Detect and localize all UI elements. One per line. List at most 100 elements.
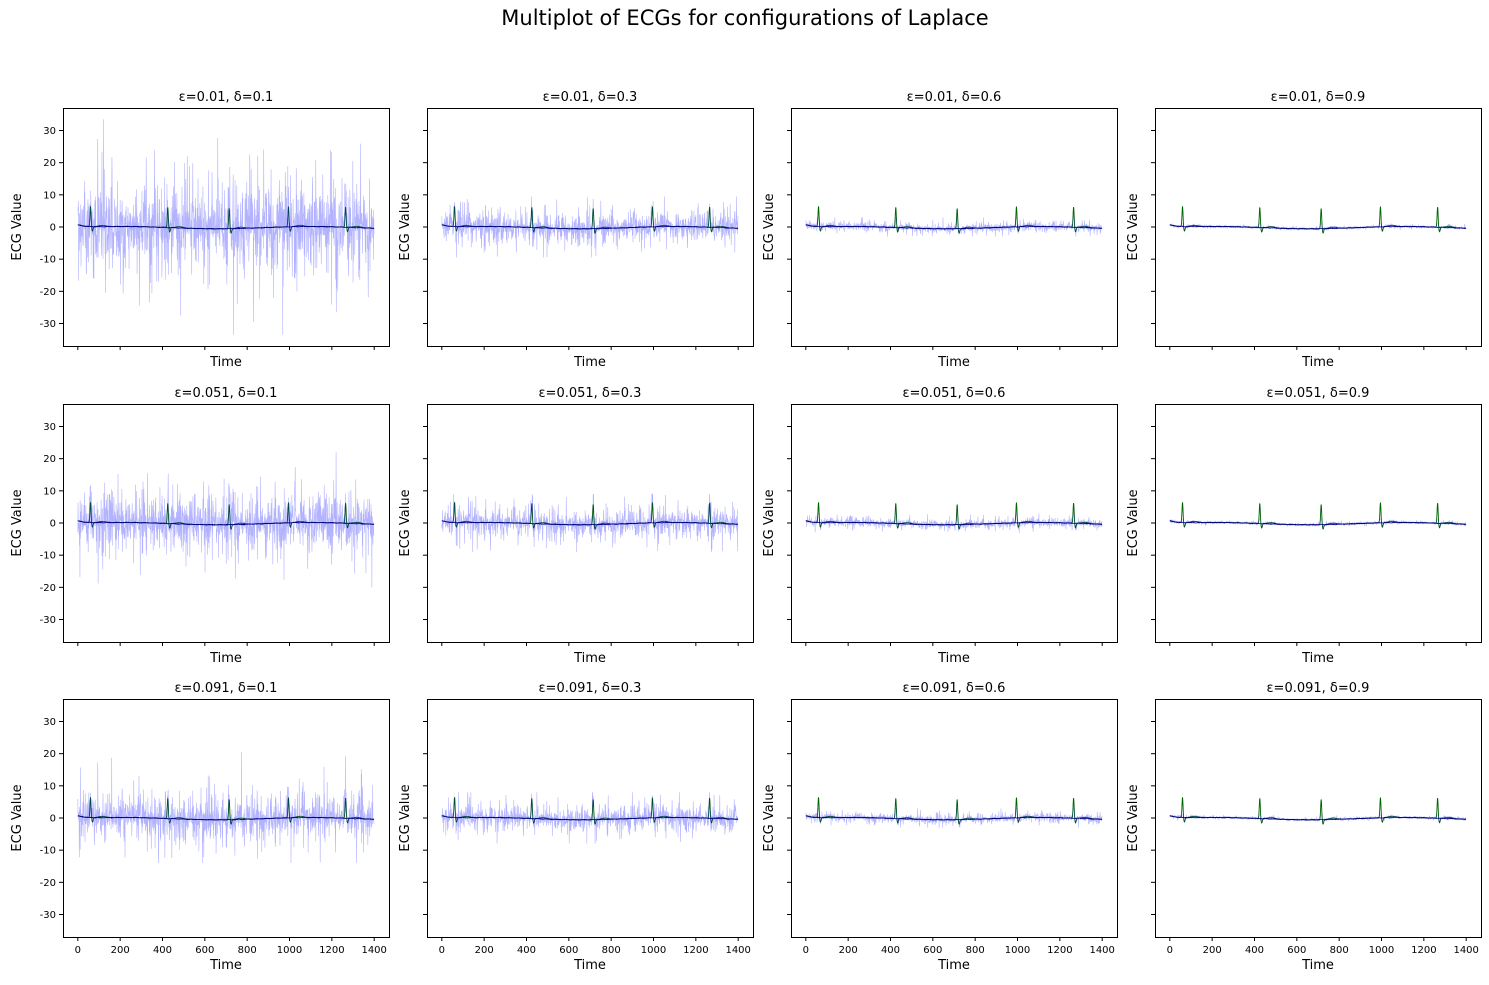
- x-axis-label: Time: [209, 355, 242, 370]
- x-tick-label: 600: [559, 945, 578, 956]
- axes-frame: [1155, 404, 1482, 643]
- y-tick-label: 10: [43, 190, 56, 201]
- subplot: ε=0.01, δ=0.9 Time ECG Value: [1126, 90, 1482, 370]
- series-denoised-ecg: [1169, 815, 1467, 821]
- y-tick-label: 0: [50, 223, 56, 234]
- y-axis-label: ECG Value: [10, 489, 25, 556]
- plot-area: [441, 792, 739, 844]
- x-tick-label: 1000: [1369, 945, 1394, 956]
- x-tick-label: 1200: [1047, 945, 1072, 956]
- y-tick-label: -10: [40, 255, 56, 266]
- x-tick-label: 200: [839, 945, 858, 956]
- subplot-title: ε=0.01, δ=0.9: [1271, 90, 1366, 105]
- x-axis-label: Time: [1301, 958, 1334, 973]
- x-tick-label: 1000: [1005, 945, 1030, 956]
- series-denoised-ecg: [77, 224, 375, 230]
- y-tick-label: -10: [40, 846, 56, 857]
- subplot: ε=0.091, δ=0.3 0 200 400 600 800 1000 1200 1400 T…: [398, 681, 754, 973]
- subplot: ε=0.091, δ=0.1 30 20 10 0 -10 -20 -30 0 200 400 600…: [10, 681, 390, 973]
- x-tick-label: 800: [602, 945, 621, 956]
- plot-area: [1169, 797, 1467, 825]
- subplot-title: ε=0.01, δ=0.6: [907, 90, 1002, 105]
- subplot-title: ε=0.051, δ=0.3: [539, 386, 642, 401]
- subplot-title: ε=0.091, δ=0.3: [539, 681, 642, 696]
- y-tick-label: 10: [43, 486, 56, 497]
- subplot: ε=0.01, δ=0.3 Time ECG Value: [398, 90, 754, 370]
- y-tick-label: -10: [40, 551, 56, 562]
- series-denoised-ecg: [805, 520, 1103, 526]
- subplot: ε=0.091, δ=0.9 0 200 400 600 800 1000 1200 1400 T…: [1126, 681, 1482, 973]
- x-tick-label: 0: [439, 945, 445, 956]
- x-tick-label: 200: [1203, 945, 1222, 956]
- y-tick-label: 30: [43, 126, 56, 137]
- x-tick-label: 1400: [725, 945, 750, 956]
- y-axis-label: ECG Value: [398, 193, 413, 260]
- y-axis-label: ECG Value: [762, 784, 777, 851]
- x-tick-label: 400: [1245, 945, 1264, 956]
- x-tick-label: 0: [75, 945, 81, 956]
- x-axis-label: Time: [573, 958, 606, 973]
- y-axis-label: ECG Value: [1126, 784, 1141, 851]
- y-tick-label: -30: [40, 319, 56, 330]
- series-denoised-ecg: [441, 520, 739, 526]
- plot-area: [1169, 206, 1467, 234]
- y-tick-label: -20: [40, 287, 56, 298]
- x-tick-label: 1400: [361, 945, 386, 956]
- plot-area: [441, 196, 739, 258]
- x-tick-label: 1200: [683, 945, 708, 956]
- series-noisy-ecg: [77, 752, 375, 864]
- y-axis-label: ECG Value: [762, 489, 777, 556]
- axes-frame: [791, 699, 1118, 938]
- series-denoised-ecg: [77, 815, 375, 821]
- y-tick-label: 30: [43, 717, 56, 728]
- y-axis-label: ECG Value: [398, 489, 413, 556]
- x-tick-label: 200: [111, 945, 130, 956]
- x-tick-label: 400: [881, 945, 900, 956]
- y-axis-label: ECG Value: [10, 784, 25, 851]
- axes-frame: [791, 404, 1118, 643]
- x-axis-label: Time: [1301, 651, 1334, 666]
- subplot-title: ε=0.091, δ=0.9: [1267, 681, 1370, 696]
- subplot: ε=0.01, δ=0.6 Time ECG Value: [762, 90, 1118, 370]
- x-tick-label: 1200: [319, 945, 344, 956]
- y-tick-label: 20: [43, 454, 56, 465]
- axes-frame: [63, 699, 390, 938]
- plot-area: [77, 119, 375, 335]
- y-tick-label: 10: [43, 781, 56, 792]
- plot-area: [805, 797, 1103, 828]
- plot-area: [1169, 502, 1467, 530]
- x-tick-label: 1000: [277, 945, 302, 956]
- y-tick-label: 0: [50, 814, 56, 825]
- series-denoised-ecg: [441, 224, 739, 230]
- subplot-title: ε=0.01, δ=0.1: [179, 90, 274, 105]
- y-axis-label: ECG Value: [1126, 489, 1141, 556]
- y-tick-label: 0: [50, 519, 56, 530]
- plot-area: [805, 206, 1103, 237]
- subplot-title: ε=0.051, δ=0.9: [1267, 386, 1370, 401]
- panel-grid: ε=0.01, δ=0.1 30 20 10 0 -10 -20 -30 Time ECG Val…: [10, 90, 1482, 973]
- plot-area: [805, 502, 1103, 533]
- x-axis-label: Time: [209, 958, 242, 973]
- axes-frame: [427, 108, 754, 347]
- y-tick-label: 30: [43, 422, 56, 433]
- figure-title: Multiplot of ECGs for configurations of …: [501, 6, 988, 30]
- subplot: ε=0.051, δ=0.9 Time ECG Value: [1126, 386, 1482, 666]
- subplot-title: ε=0.091, δ=0.6: [903, 681, 1006, 696]
- axes-frame: [63, 404, 390, 643]
- y-tick-label: -30: [40, 910, 56, 921]
- series-denoised-ecg: [77, 520, 375, 526]
- x-tick-label: 200: [475, 945, 494, 956]
- x-tick-label: 0: [803, 945, 809, 956]
- plot-area: [441, 493, 739, 552]
- x-axis-label: Time: [937, 355, 970, 370]
- y-tick-label: 20: [43, 158, 56, 169]
- series-noisy-ecg: [805, 513, 1103, 533]
- axes-frame: [791, 108, 1118, 347]
- y-tick-label: 20: [43, 749, 56, 760]
- x-tick-label: 600: [195, 945, 214, 956]
- series-noisy-ecg: [441, 196, 739, 258]
- x-tick-label: 1400: [1089, 945, 1114, 956]
- plot-area: [77, 452, 375, 588]
- x-tick-label: 400: [517, 945, 536, 956]
